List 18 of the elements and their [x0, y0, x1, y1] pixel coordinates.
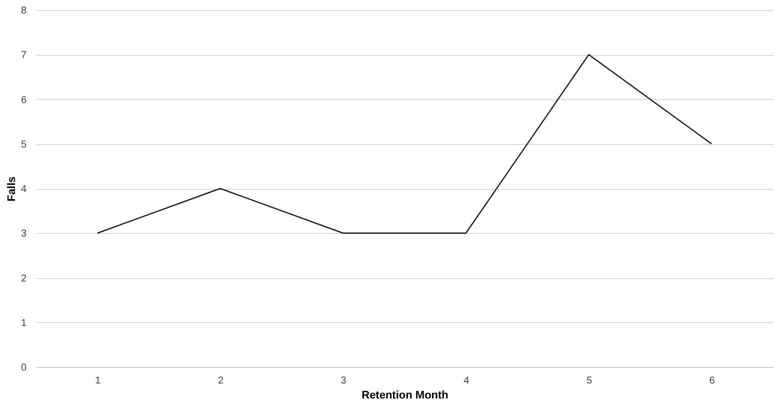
y-tick-label: 2	[20, 273, 27, 284]
x-tick-label: 2	[218, 376, 224, 386]
y-tick-label: 4	[20, 184, 27, 195]
y-tick-label: 0	[20, 362, 27, 374]
y-tick-label: 7	[20, 50, 27, 62]
x-tick-label: 6	[709, 376, 716, 386]
y-tick-label: 6	[20, 94, 27, 106]
y-axis-title: Falls	[6, 176, 18, 202]
y-tick-label: 1	[20, 318, 27, 329]
y-tick-label: 3	[20, 228, 27, 240]
x-tick-label: 4	[464, 376, 470, 386]
x-tick-label: 3	[340, 376, 347, 386]
y-tick-label: 8	[20, 6, 27, 16]
x-tick-label: 5	[586, 376, 592, 386]
y-tick-label: 5	[20, 139, 27, 150]
line-series	[96, 54, 712, 234]
x-axis-title: Retention Month	[362, 390, 449, 402]
x-tick-label: 1	[95, 376, 102, 386]
